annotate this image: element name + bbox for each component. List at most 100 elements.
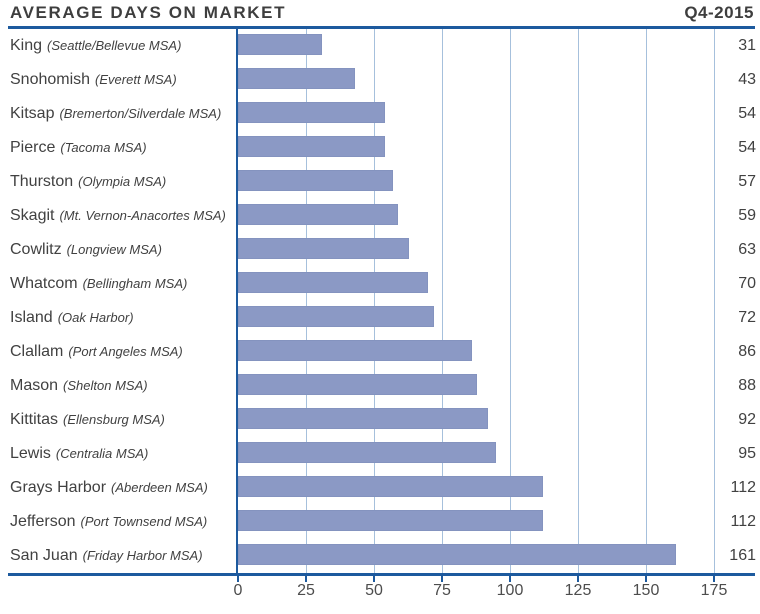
chart-row: Island (Oak Harbor) 72 xyxy=(0,301,760,335)
plot-area: King (Seattle/Bellevue MSA) 31 Snohomish (Ev… xyxy=(0,29,760,573)
x-tick-100 xyxy=(509,576,511,582)
county-name: Snohomish xyxy=(10,71,91,88)
value-label: 112 xyxy=(730,513,756,530)
x-tick-label: 125 xyxy=(564,582,592,599)
x-tick-25 xyxy=(305,576,307,582)
bar xyxy=(238,170,393,191)
county-name: Whatcom xyxy=(10,275,78,292)
value-label: 31 xyxy=(738,37,756,54)
category-label: San Juan (Friday Harbor MSA) xyxy=(10,539,203,573)
msa-name: (Longview MSA) xyxy=(66,242,162,257)
x-tick-175 xyxy=(713,576,715,582)
chart-row: Lewis (Centralia MSA) 95 xyxy=(0,437,760,471)
gridline-125 xyxy=(578,29,579,573)
msa-name: (Friday Harbor MSA) xyxy=(82,548,203,563)
chart-row: Kittitas (Ellensburg MSA) 92 xyxy=(0,403,760,437)
msa-name: (Tacoma MSA) xyxy=(60,140,147,155)
county-name: Lewis xyxy=(10,445,51,462)
value-label: 59 xyxy=(738,207,756,224)
chart-row: Clallam (Port Angeles MSA) 86 xyxy=(0,335,760,369)
x-tick-label: 0 xyxy=(233,582,243,599)
x-tick-125 xyxy=(577,576,579,582)
category-label: Pierce (Tacoma MSA) xyxy=(10,131,147,165)
category-label: Jefferson (Port Townsend MSA) xyxy=(10,505,207,539)
value-label: 54 xyxy=(738,105,756,122)
gridline-175 xyxy=(714,29,715,573)
category-label: King (Seattle/Bellevue MSA) xyxy=(10,29,181,63)
bar xyxy=(238,340,472,361)
value-label: 112 xyxy=(730,479,756,496)
x-tick-label: 50 xyxy=(365,582,383,599)
msa-name: (Port Townsend MSA) xyxy=(80,514,208,529)
x-tick-75 xyxy=(441,576,443,582)
county-name: Thurston xyxy=(10,173,74,190)
x-tick-150 xyxy=(645,576,647,582)
chart-row: Skagit (Mt. Vernon-Anacortes MSA) 59 xyxy=(0,199,760,233)
msa-name: (Olympia MSA) xyxy=(78,174,167,189)
value-label: 161 xyxy=(729,547,756,564)
msa-name: (Everett MSA) xyxy=(95,72,177,87)
msa-name: (Centralia MSA) xyxy=(55,446,149,461)
value-label: 86 xyxy=(738,343,756,360)
value-label: 95 xyxy=(738,445,756,462)
chart-row: King (Seattle/Bellevue MSA) 31 xyxy=(0,29,760,63)
msa-name: (Port Angeles MSA) xyxy=(68,344,183,359)
x-tick-label: 75 xyxy=(433,582,451,599)
msa-name: (Ellensburg MSA) xyxy=(63,412,165,427)
county-name: Cowlitz xyxy=(10,241,62,258)
bar xyxy=(238,34,322,55)
county-name: Clallam xyxy=(10,343,64,360)
msa-name: (Seattle/Bellevue MSA) xyxy=(47,38,182,53)
chart-row: Whatcom (Bellingham MSA) 70 xyxy=(0,267,760,301)
category-label: Island (Oak Harbor) xyxy=(10,301,134,335)
value-label: 72 xyxy=(738,309,756,326)
category-label: Cowlitz (Longview MSA) xyxy=(10,233,162,267)
value-label: 92 xyxy=(738,411,756,428)
gridline-100 xyxy=(510,29,511,573)
category-label: Lewis (Centralia MSA) xyxy=(10,437,148,471)
category-label: Mason (Shelton MSA) xyxy=(10,369,148,403)
gridline-150 xyxy=(646,29,647,573)
value-label: 70 xyxy=(738,275,756,292)
chart-period: Q4-2015 xyxy=(684,3,754,22)
chart-row: Grays Harbor (Aberdeen MSA) 112 xyxy=(0,471,760,505)
bar xyxy=(238,510,543,531)
chart-row: Thurston (Olympia MSA) 57 xyxy=(0,165,760,199)
msa-name: (Oak Harbor) xyxy=(57,310,134,325)
county-name: Grays Harbor xyxy=(10,479,107,496)
chart-row: Mason (Shelton MSA) 88 xyxy=(0,369,760,403)
category-label: Snohomish (Everett MSA) xyxy=(10,63,177,97)
chart-row: Snohomish (Everett MSA) 43 xyxy=(0,63,760,97)
x-axis-line xyxy=(8,573,755,576)
y-axis-line xyxy=(236,29,238,576)
county-name: Mason xyxy=(10,377,59,394)
category-label: Kittitas (Ellensburg MSA) xyxy=(10,403,165,437)
bar xyxy=(238,306,434,327)
county-name: Jefferson xyxy=(10,513,76,530)
msa-name: (Bremerton/Silverdale MSA) xyxy=(59,106,222,121)
chart-row: Cowlitz (Longview MSA) 63 xyxy=(0,233,760,267)
county-name: Island xyxy=(10,309,53,326)
county-name: Pierce xyxy=(10,139,56,156)
value-label: 88 xyxy=(738,377,756,394)
gridline-25 xyxy=(306,29,307,573)
chart-row: Kitsap (Bremerton/Silverdale MSA) 54 xyxy=(0,97,760,131)
x-tick-0 xyxy=(237,576,239,582)
bar xyxy=(238,272,428,293)
bar xyxy=(238,136,385,157)
chart-title: AVERAGE DAYS ON MARKET xyxy=(10,3,287,22)
x-tick-label: 100 xyxy=(496,582,524,599)
bar xyxy=(238,68,355,89)
category-label: Kitsap (Bremerton/Silverdale MSA) xyxy=(10,97,221,131)
msa-name: (Aberdeen MSA) xyxy=(111,480,208,495)
bar xyxy=(238,204,398,225)
county-name: Kittitas xyxy=(10,411,59,428)
bar xyxy=(238,374,477,395)
msa-name: (Mt. Vernon-Anacortes MSA) xyxy=(59,208,226,223)
category-label: Skagit (Mt. Vernon-Anacortes MSA) xyxy=(10,199,226,233)
x-tick-label: 175 xyxy=(700,582,728,599)
value-label: 57 xyxy=(738,173,756,190)
county-name: Kitsap xyxy=(10,105,55,122)
chart-row: Jefferson (Port Townsend MSA) 112 xyxy=(0,505,760,539)
